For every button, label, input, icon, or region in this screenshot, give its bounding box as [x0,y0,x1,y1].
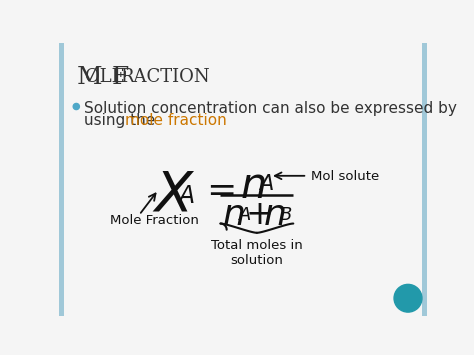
Text: Total moles in
solution: Total moles in solution [211,239,303,267]
Text: $\mathit{B}$: $\mathit{B}$ [279,206,292,224]
Text: $\mathit{A}$: $\mathit{A}$ [177,184,195,208]
Text: $+$: $+$ [245,198,272,231]
Text: F: F [112,66,129,89]
Text: Solution concentration can also be expressed by: Solution concentration can also be expre… [84,101,457,116]
Text: $\mathit{n}$: $\mathit{n}$ [263,198,285,232]
Text: $\mathit{X}$: $\mathit{X}$ [152,168,196,222]
Text: M: M [76,66,102,89]
Bar [59,43,64,316]
Bar [422,43,427,316]
Text: Mol solute: Mol solute [311,170,379,184]
Text: $\mathit{A}$: $\mathit{A}$ [258,174,274,193]
Text: $\mathit{n}$: $\mathit{n}$ [240,165,265,207]
Text: $\mathit{A}$: $\mathit{A}$ [238,206,252,224]
Text: using the: using the [84,114,160,129]
Text: Mole Fraction: Mole Fraction [109,214,199,227]
Text: RACTION: RACTION [120,68,210,86]
Text: mole fraction: mole fraction [125,114,227,129]
Text: $\mathit{n}$: $\mathit{n}$ [222,198,245,232]
Text: OLE: OLE [85,68,125,86]
Circle shape [394,284,422,312]
Text: $=$: $=$ [199,172,234,206]
Circle shape [73,103,80,110]
